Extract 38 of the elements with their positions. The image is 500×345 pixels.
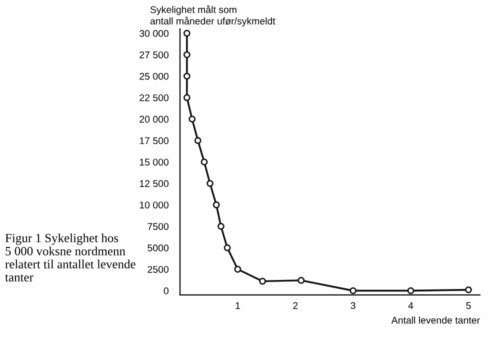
y-tick-label: 5000 xyxy=(148,244,169,252)
x-tick-label: 1 xyxy=(236,302,240,309)
y-tick-label: 10 000 xyxy=(140,202,169,208)
y-tick-label: 17 500 xyxy=(140,137,169,144)
point xyxy=(350,287,357,294)
text: Figur 1 Sykelighet hos 5 000 voksne nordmenn relatert til antallet levende tanter xyxy=(5,233,136,282)
point xyxy=(212,201,220,208)
point xyxy=(217,222,224,230)
y-tick-label: 0 xyxy=(164,287,169,294)
point xyxy=(183,30,190,37)
x-tick-label: 5 xyxy=(466,302,471,310)
point xyxy=(183,94,190,102)
point xyxy=(407,287,414,294)
y-tick-label: 20 000 xyxy=(140,116,169,123)
x-axis-title: Antall levende tanter xyxy=(391,316,480,324)
point xyxy=(188,116,196,123)
point xyxy=(183,51,190,58)
y-tick-label: 25 000 xyxy=(140,72,169,80)
point xyxy=(206,180,214,187)
point xyxy=(298,276,305,284)
y-tick-label: 27 500 xyxy=(140,51,169,58)
y-tick-label: 30 000 xyxy=(140,30,169,37)
point xyxy=(183,72,190,80)
x-tick-label: 2 xyxy=(293,302,298,309)
point xyxy=(194,137,202,144)
y-tick-label: 22 500 xyxy=(140,94,169,102)
y-tick-label: 12 500 xyxy=(140,180,169,188)
x-tick-label: 4 xyxy=(408,302,414,309)
y-tick-label: 7500 xyxy=(148,223,169,230)
point xyxy=(234,266,242,273)
point xyxy=(464,286,472,294)
y-tick-label: 15 000 xyxy=(140,158,169,166)
y-axis-title: Sykelighet målt som antall måneder ufør/sykmeldt xyxy=(150,5,276,26)
point xyxy=(224,244,231,252)
point xyxy=(259,278,266,285)
point xyxy=(200,158,208,166)
y-tick-label: 2500 xyxy=(148,266,169,273)
x-tick-label: 3 xyxy=(350,302,356,310)
